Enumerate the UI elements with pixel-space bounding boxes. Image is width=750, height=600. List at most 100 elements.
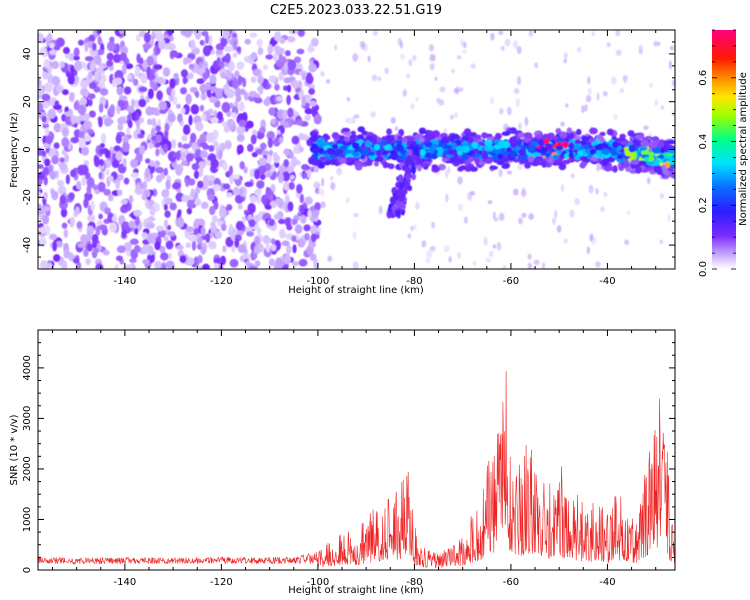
spectrogram-cell [238, 101, 245, 112]
spectrogram-cell [405, 168, 412, 175]
spectrogram-cell [109, 222, 118, 233]
spectrogram-cell [253, 214, 260, 224]
spectrogram-cell [527, 262, 532, 269]
spectrogram-cell [84, 134, 92, 142]
spectrogram-cell [43, 191, 48, 200]
spectrogram-cell [63, 228, 69, 239]
spectrogram-cell [42, 71, 49, 80]
spectrogram-cell [230, 231, 236, 241]
spectrogram-cell [428, 43, 435, 52]
spectrogram-cell [98, 148, 106, 155]
spectrogram-cell [241, 253, 250, 259]
spectrogram-cell [292, 218, 298, 225]
spectrogram-cell [265, 95, 270, 106]
spectrogram-cell [491, 154, 500, 161]
spectrogram-cell [309, 253, 317, 262]
spectrogram-cell [226, 192, 233, 198]
spectrogram-cell [188, 63, 195, 70]
spectrogram-cell [346, 97, 351, 102]
spectrogram-cell [591, 31, 595, 37]
spectrogram-cell [134, 244, 141, 253]
spectrogram-cell [109, 104, 115, 115]
spectrogram-cell [266, 130, 276, 140]
spectrogram-cell [580, 140, 587, 145]
spectrogram-cell [154, 142, 161, 148]
spectrogram-cell [235, 220, 245, 231]
spectrogram-cell [528, 30, 534, 37]
spectrogram-cell [472, 260, 477, 266]
spectrogram-cell [217, 149, 223, 160]
spectrogram-cell [656, 41, 661, 46]
spectrogram-cell [577, 149, 584, 157]
spectrogram-cell [135, 34, 141, 42]
spectrogram-cell [148, 141, 153, 149]
spectrogram-cell [463, 41, 467, 49]
spectrogram-cell [156, 32, 165, 43]
spectrogram-cell [527, 253, 532, 260]
spectrogram-cell [239, 161, 245, 170]
spectrogram-cell [163, 203, 168, 211]
spectrogram-cell [61, 137, 70, 148]
spectrogram-cell [646, 177, 651, 185]
y-tick-label: 1000 [22, 507, 33, 532]
y-tick-label: 0 [22, 146, 33, 152]
spectrogram-cell [236, 125, 246, 135]
spectrogram-cell [44, 35, 53, 42]
spectrogram-cell [399, 40, 403, 49]
spectrogram-cell [170, 89, 176, 97]
spectrogram-cell [402, 164, 407, 172]
spectrogram-cell [606, 42, 611, 48]
spectrogram-cell [288, 150, 294, 159]
spectrogram-cell [611, 76, 617, 85]
spectrogram-cell [660, 105, 665, 110]
spectrogram-cell [400, 53, 405, 60]
spectrogram-cell [406, 157, 412, 166]
spectrogram-cell [199, 39, 205, 46]
spectrogram-cell [248, 265, 258, 269]
spectrogram-cell [574, 154, 580, 161]
spectrogram-cell [310, 233, 317, 243]
spectrogram-cell [436, 97, 441, 104]
spectrogram-cell [407, 233, 411, 239]
spectrogram-cell [249, 168, 255, 178]
spectrogram-cell [598, 137, 606, 143]
spectrogram-cell [659, 193, 665, 199]
spectrogram-cell [186, 207, 193, 215]
spectrogram-cell [198, 161, 206, 170]
spectrogram-cell [250, 76, 257, 84]
spectrogram-cell [146, 66, 152, 77]
spectrogram-cell [227, 60, 235, 72]
spectrogram-cell [283, 85, 289, 91]
spectrogram-cell [47, 108, 56, 119]
spectrogram-cell [498, 212, 505, 222]
spectrogram-cell [406, 136, 415, 142]
spectrogram-cell [155, 160, 161, 167]
spectrogram-cell [350, 136, 357, 144]
spectrogram-cell [624, 239, 630, 246]
spectrogram-cell [253, 97, 263, 104]
spectrogram-cell [191, 240, 197, 251]
spectrogram-cell [281, 171, 291, 182]
spectrogram-cell [60, 207, 68, 218]
spectrogram-cell [172, 96, 178, 105]
spectrogram-cell [493, 139, 500, 145]
spectrogram-cell [313, 113, 322, 125]
spectrogram-cell [562, 141, 569, 149]
x-tick-label: -120 [210, 276, 233, 287]
spectrogram-cell [164, 197, 173, 205]
spectrogram-cell [658, 154, 665, 160]
spectrogram-cell [516, 45, 522, 55]
spectrogram-cell [85, 258, 91, 266]
spectrogram-cell [439, 86, 446, 93]
spectrogram-cell [457, 55, 462, 60]
spectrogram-cell [487, 200, 493, 205]
spectrogram-cell [129, 238, 139, 245]
y-tick-label: 20 [22, 95, 33, 108]
spectrogram-cell [305, 74, 314, 85]
spectrogram-cell [308, 240, 316, 249]
spectrogram-cell [463, 160, 470, 166]
spectrogram-cell [77, 164, 86, 176]
spectrogram-cell [352, 261, 359, 269]
spectrogram-cell [254, 169, 261, 180]
spectrogram-cell [48, 165, 54, 173]
